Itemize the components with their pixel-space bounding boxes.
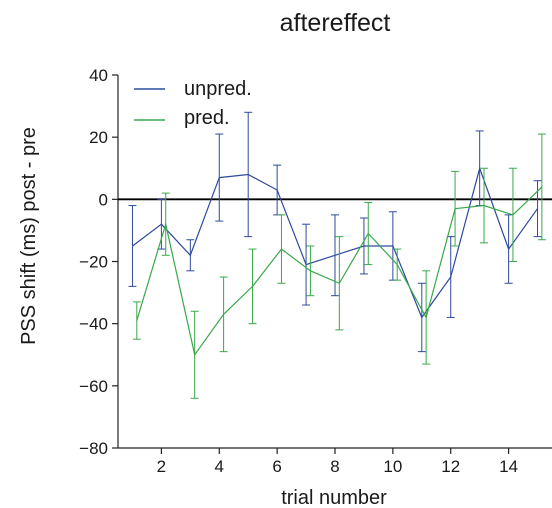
series-unpred	[128, 111, 542, 353]
y-tick-label: −60	[79, 377, 108, 396]
y-tick-label: 40	[89, 66, 108, 85]
chart-title: aftereffect	[280, 9, 391, 37]
axes: −80 −60 −40 −20 0 20 40 2 4 6 8 10 12 14	[79, 66, 552, 476]
y-tick-label: 0	[99, 190, 108, 209]
legend-label-pred: pred.	[184, 107, 230, 129]
x-tick-label: 6	[272, 457, 281, 476]
x-tick-label: 4	[215, 457, 224, 476]
x-tick-label: 12	[441, 457, 460, 476]
y-tick-label: −40	[79, 315, 108, 334]
series-group	[128, 111, 546, 399]
series-line-unpred	[132, 166, 538, 319]
x-tick-label: 8	[330, 457, 339, 476]
x-axis-label: trial number	[281, 487, 387, 508]
x-tick-label: 10	[383, 457, 402, 476]
series-pred	[132, 133, 546, 399]
y-tick-label: −20	[79, 253, 108, 272]
y-tick-label: −80	[79, 439, 108, 458]
y-axis-label: PSS shift (ms) post - pre	[18, 127, 40, 345]
legend: unpred. pred.	[134, 78, 252, 129]
x-tick-label: 2	[157, 457, 166, 476]
x-tick-label: 14	[499, 457, 518, 476]
y-tick-label: 20	[89, 128, 108, 147]
legend-label-unpred: unpred.	[184, 78, 252, 100]
series-line-pred	[136, 186, 543, 357]
